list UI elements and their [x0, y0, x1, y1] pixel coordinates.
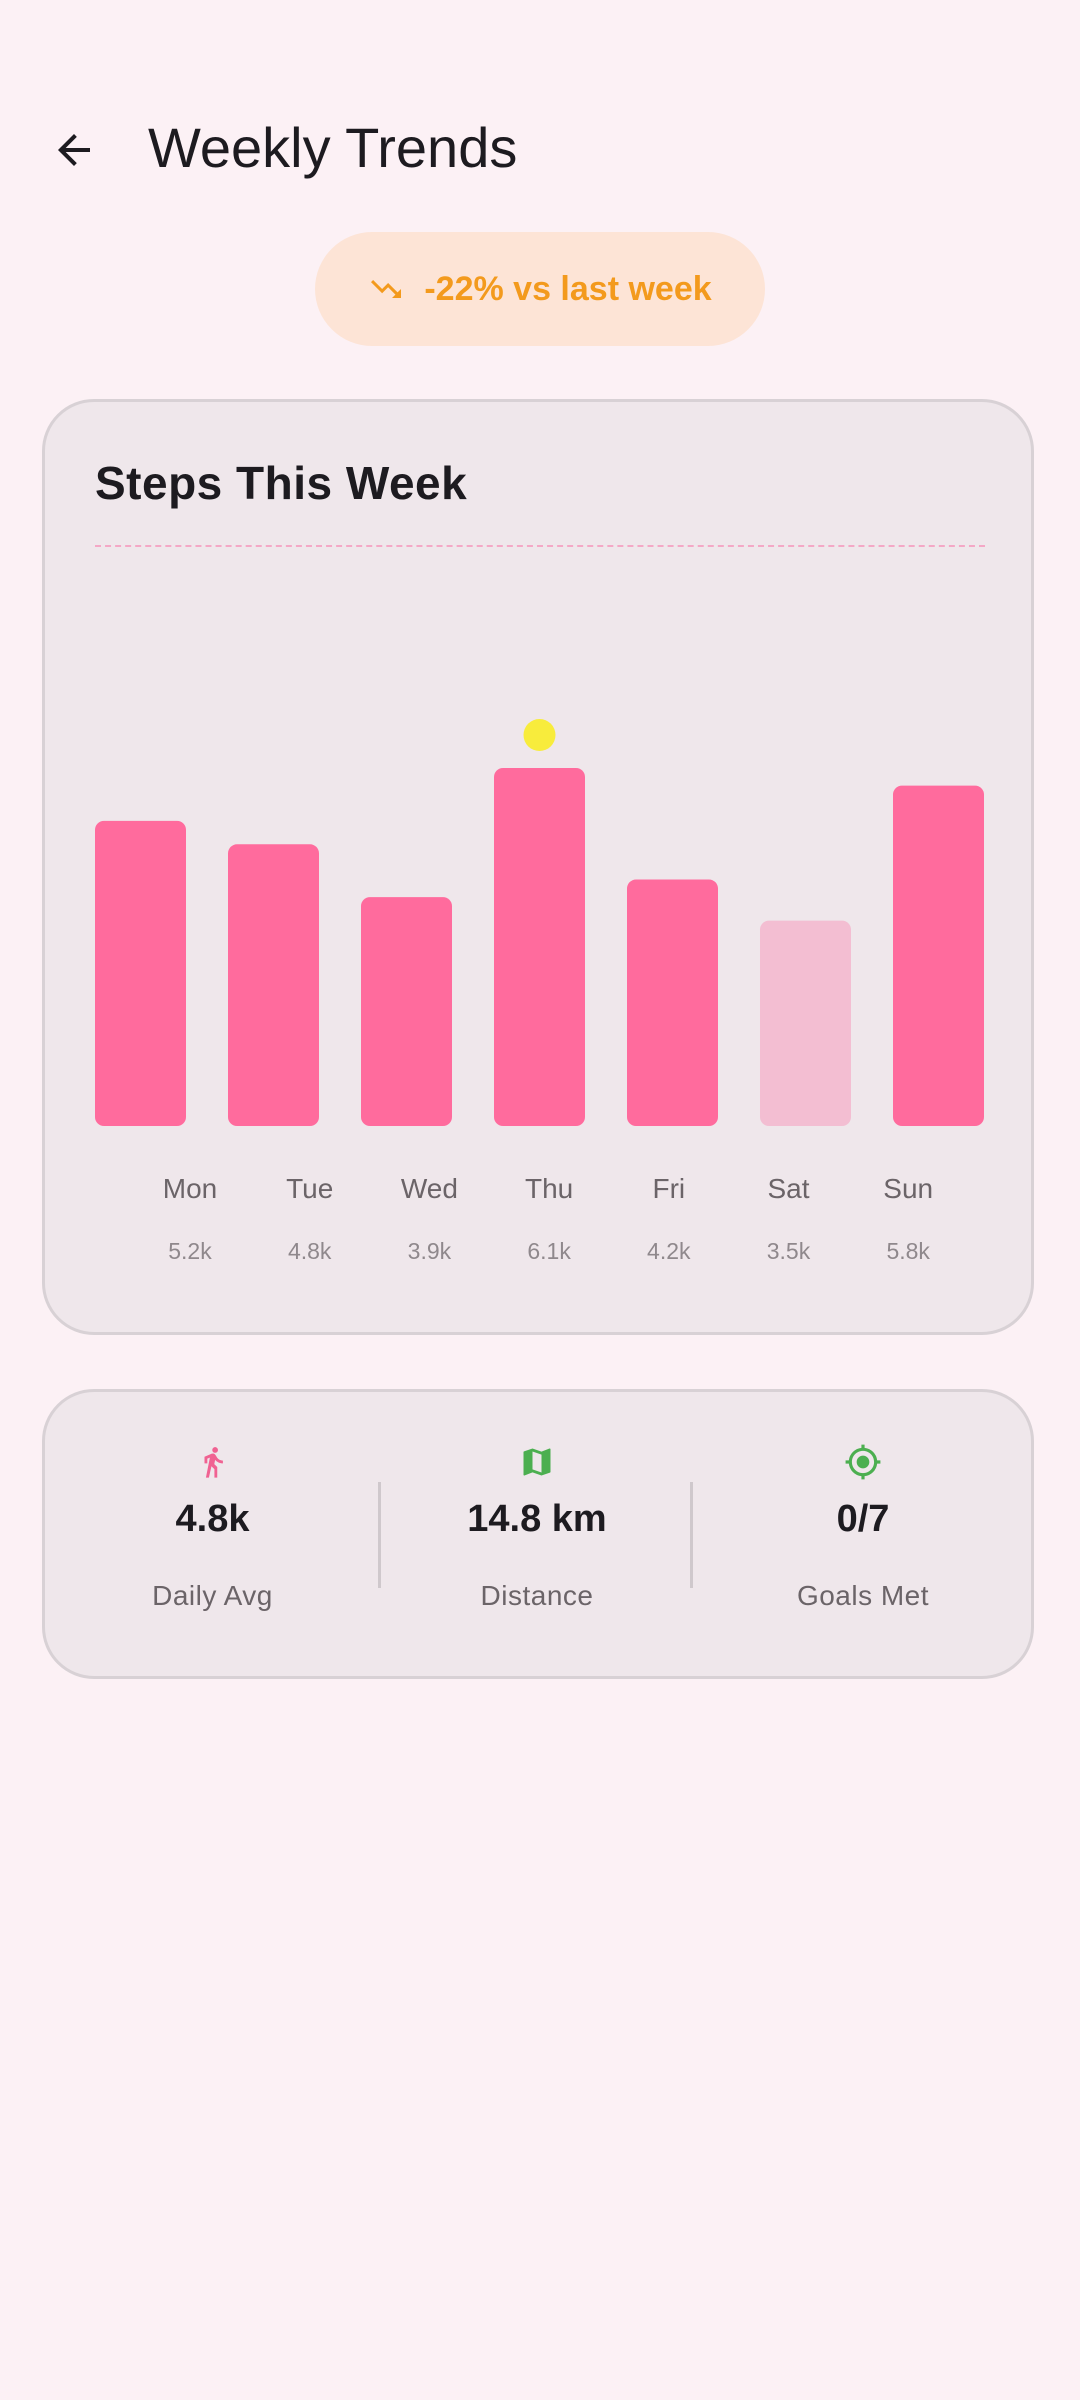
stat-daily-avg: 4.8k Daily Avg	[45, 1392, 380, 1682]
stats-card: 4.8k Daily Avg 14.8 km Distance 0/7 Goal…	[42, 1389, 1034, 1679]
top-app-bar: Weekly Trends	[0, 100, 1080, 196]
day-label: Tue	[286, 1173, 333, 1204]
stat-value: 14.8 km	[467, 1498, 607, 1540]
arrow-left-icon	[58, 134, 90, 166]
day-label: Sun	[883, 1173, 933, 1204]
stat-divider	[690, 1482, 693, 1588]
day-label: Wed	[401, 1173, 458, 1204]
value-label: 4.8k	[288, 1238, 332, 1264]
bar-thu[interactable]	[494, 768, 585, 1126]
value-label: 3.9k	[408, 1238, 452, 1264]
stat-value: 4.8k	[175, 1498, 250, 1540]
bar-mon[interactable]	[95, 820, 186, 1126]
value-label: 4.2k	[647, 1238, 691, 1264]
bar-wed[interactable]	[361, 897, 452, 1126]
day-label: Fri	[652, 1173, 685, 1204]
walking-person-icon	[193, 1442, 233, 1482]
back-button[interactable]	[40, 116, 108, 184]
bar-tue[interactable]	[228, 844, 319, 1126]
stat-label: Goals Met	[796, 1580, 930, 1611]
bar-sun[interactable]	[893, 785, 984, 1126]
stat-goals-met: 0/7 Goals Met	[693, 1392, 1033, 1682]
bar-fri[interactable]	[627, 879, 718, 1126]
day-label: Sat	[767, 1173, 809, 1204]
day-label: Thu	[525, 1173, 573, 1204]
trending-down-icon	[371, 280, 402, 298]
map-icon	[517, 1442, 557, 1482]
stat-label: Distance	[480, 1580, 594, 1611]
stat-distance: 14.8 km Distance	[381, 1392, 693, 1682]
steps-chart-card: Steps This Week Mon 5.2k Tue 4.8k Wed 3.9k Thu…	[42, 399, 1034, 1335]
trend-badge: -22% vs last week	[315, 232, 765, 346]
bar-sat[interactable]	[760, 920, 851, 1126]
value-label: 6.1k	[527, 1238, 571, 1264]
day-label: Mon	[163, 1173, 217, 1204]
value-label: 5.2k	[168, 1238, 212, 1264]
stat-value: 0/7	[836, 1498, 890, 1540]
steps-bar-chart: Mon 5.2k Tue 4.8k Wed 3.9k Thu 6.1k Fri 4.2k Sat 3.…	[95, 719, 984, 1264]
stat-label: Daily Avg	[152, 1580, 273, 1611]
value-label: 3.5k	[767, 1238, 811, 1264]
chart-divider	[95, 545, 985, 547]
chart-title: Steps This Week	[95, 457, 468, 509]
stat-divider	[378, 1482, 381, 1588]
value-label: 5.8k	[886, 1238, 930, 1264]
trend-label: -22% vs last week	[424, 269, 712, 308]
highlight-dot	[523, 719, 556, 751]
target-icon	[843, 1442, 883, 1482]
page-title: Weekly Trends	[148, 116, 518, 179]
